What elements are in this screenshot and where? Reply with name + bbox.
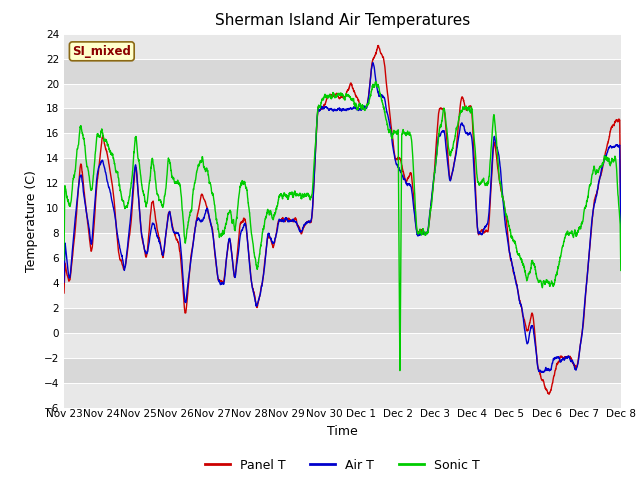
- Bar: [64, 283, 621, 308]
- Bar: [64, 34, 621, 59]
- Bar: [64, 183, 621, 208]
- Y-axis label: Temperature (C): Temperature (C): [25, 170, 38, 272]
- Bar: [64, 158, 621, 183]
- Bar: [64, 108, 621, 133]
- Bar: [64, 84, 621, 108]
- Bar: [64, 358, 621, 383]
- Title: Sherman Island Air Temperatures: Sherman Island Air Temperatures: [215, 13, 470, 28]
- Bar: [64, 258, 621, 283]
- Bar: [64, 208, 621, 233]
- Bar: [64, 59, 621, 84]
- Bar: [64, 308, 621, 333]
- Bar: [64, 333, 621, 358]
- Text: SI_mixed: SI_mixed: [72, 45, 131, 58]
- Bar: [64, 233, 621, 258]
- Bar: [64, 133, 621, 158]
- Bar: [64, 383, 621, 408]
- Legend: Panel T, Air T, Sonic T: Panel T, Air T, Sonic T: [200, 454, 485, 477]
- X-axis label: Time: Time: [327, 425, 358, 438]
